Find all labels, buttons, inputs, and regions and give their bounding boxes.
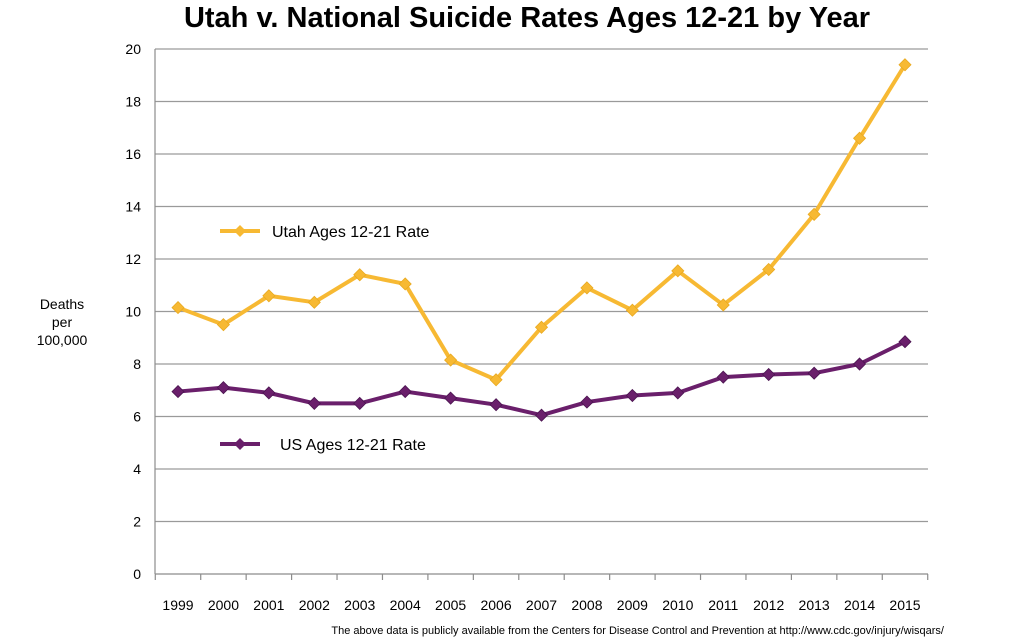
data-point (580, 395, 594, 409)
data-point (262, 289, 276, 303)
data-point (671, 264, 685, 278)
data-point (716, 370, 730, 384)
y-tick-label: 2 (133, 514, 141, 530)
data-point (489, 398, 503, 412)
y-axis-label: Deaths per 100,000 (22, 295, 102, 349)
data-point (353, 268, 367, 282)
data-point (262, 386, 276, 400)
data-point (807, 207, 821, 221)
data-point (216, 318, 231, 332)
y-tick-label: 20 (125, 41, 141, 57)
x-tick-label: 2000 (208, 597, 239, 613)
legend-entry: Utah Ages 12-21 Rate (220, 224, 430, 241)
x-tick-label: 2009 (617, 597, 648, 613)
x-tick-label: 2014 (844, 597, 875, 613)
x-tick-label: 2005 (435, 597, 466, 613)
data-point (534, 408, 549, 422)
data-point (852, 131, 867, 145)
chart-title: Utah v. National Suicide Rates Ages 12-2… (183, 2, 871, 34)
y-tick-label: 12 (125, 251, 141, 267)
data-point (762, 262, 776, 277)
series-line (177, 339, 906, 418)
data-point (625, 388, 639, 403)
y-tick-label: 4 (133, 461, 141, 477)
x-tick-label: 2013 (799, 597, 830, 613)
data-point (671, 386, 685, 400)
data-point (307, 396, 321, 410)
y-tick-label: 0 (133, 566, 141, 582)
data-point (898, 58, 912, 72)
data-point (444, 391, 458, 405)
data-point (307, 295, 321, 309)
x-tick-label: 2010 (662, 597, 693, 613)
y-tick-label: 10 (125, 304, 141, 320)
data-point (216, 381, 231, 395)
y-axis-label-line: Deaths (39, 296, 85, 312)
data-point (852, 357, 867, 371)
data-point (171, 384, 185, 399)
data-point (625, 303, 639, 317)
series-utah (171, 58, 912, 387)
gridlines (155, 48, 928, 523)
legend-label: US Ages 12-21 Rate (280, 437, 426, 454)
data-point (444, 353, 458, 367)
x-tick-label: 2011 (708, 597, 738, 613)
y-tick-label: 8 (133, 356, 141, 372)
y-tick-label: 6 (133, 409, 141, 425)
x-tick-label: 2015 (889, 597, 920, 613)
y-tick-label: 18 (125, 94, 141, 110)
tick-labels: 0 2 4 6 8 10 12 14 16 18 20 1999 2000 2001 2002 2003 200… (125, 41, 920, 613)
data-point (398, 384, 412, 399)
data-point (716, 298, 730, 312)
data-point (398, 277, 412, 291)
x-tick-label: 2004 (390, 597, 421, 613)
axes (154, 49, 929, 580)
data-point (580, 281, 594, 295)
y-tick-label: 14 (125, 199, 141, 215)
x-tick-label: 2006 (480, 597, 511, 613)
legend-swatch-marker (234, 225, 246, 237)
series-group (171, 58, 912, 422)
data-point (762, 367, 776, 382)
x-tick-label: 2008 (571, 597, 602, 613)
x-tick-label: 2012 (753, 597, 784, 613)
data-point (489, 373, 503, 387)
legend-label: Utah Ages 12-21 Rate (272, 224, 430, 241)
data-point (807, 366, 821, 380)
x-tick-label: 2002 (299, 597, 330, 613)
y-axis-label-line: per (51, 314, 73, 330)
series-us (171, 335, 912, 422)
x-tick-label: 2003 (344, 597, 375, 613)
x-tick-label: 1999 (162, 597, 193, 613)
data-point (534, 320, 549, 334)
legend-entry: US Ages 12-21 Rate (220, 437, 426, 454)
legend: Utah Ages 12-21 Rate US Ages 12-21 Rate (220, 224, 430, 454)
y-axis-label-line: 100,000 (36, 332, 88, 348)
x-tick-label: 2007 (526, 597, 557, 613)
y-tick-label: 16 (125, 146, 141, 162)
source-footnote: The above data is publicly available fro… (331, 625, 944, 637)
data-point (171, 300, 185, 315)
data-point (898, 335, 912, 349)
legend-swatch-marker (234, 438, 246, 450)
x-tick-label: 2001 (253, 597, 284, 613)
data-point (353, 396, 367, 410)
